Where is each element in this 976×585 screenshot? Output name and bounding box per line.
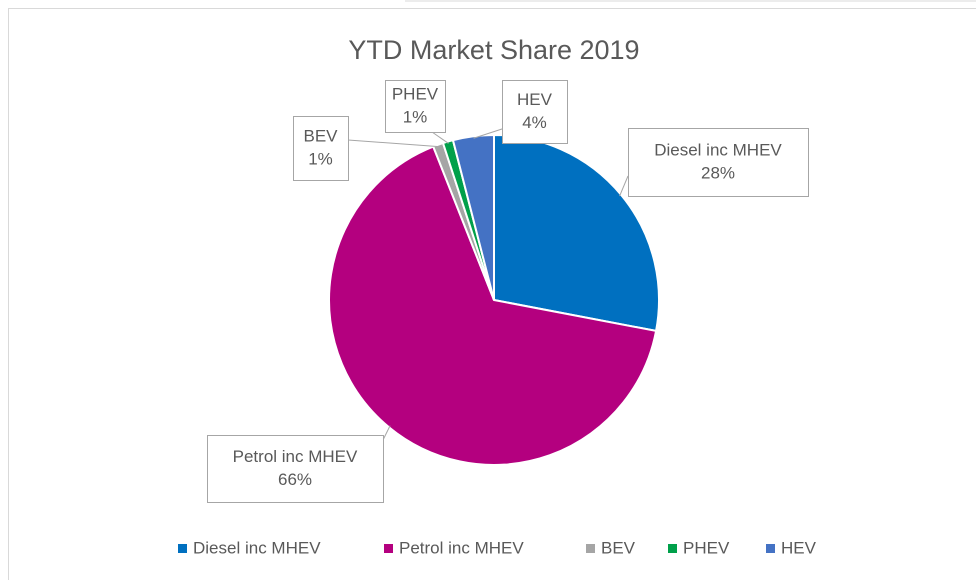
label-value: 4% — [522, 113, 547, 132]
label-value: 28% — [701, 163, 735, 182]
label-value: 66% — [278, 470, 312, 489]
legend-swatch — [766, 544, 775, 553]
label-value: 1% — [403, 107, 428, 126]
legend-label: PHEV — [683, 538, 730, 557]
chart-title: YTD Market Share 2019 — [348, 35, 639, 65]
legend-label: Diesel inc MHEV — [193, 538, 321, 557]
legend-label: BEV — [601, 538, 636, 557]
legend-swatch — [178, 544, 187, 553]
legend-label: Petrol inc MHEV — [399, 538, 524, 557]
label-name: HEV — [517, 90, 553, 109]
legend-swatch — [668, 544, 677, 553]
label-value: 1% — [308, 149, 333, 168]
label-name: Petrol inc MHEV — [233, 447, 358, 466]
legend-label: HEV — [781, 538, 817, 557]
label-name: PHEV — [392, 84, 439, 103]
legend-swatch — [586, 544, 595, 553]
label-name: BEV — [303, 126, 338, 145]
legend-swatch — [384, 544, 393, 553]
label-name: Diesel inc MHEV — [654, 140, 782, 159]
